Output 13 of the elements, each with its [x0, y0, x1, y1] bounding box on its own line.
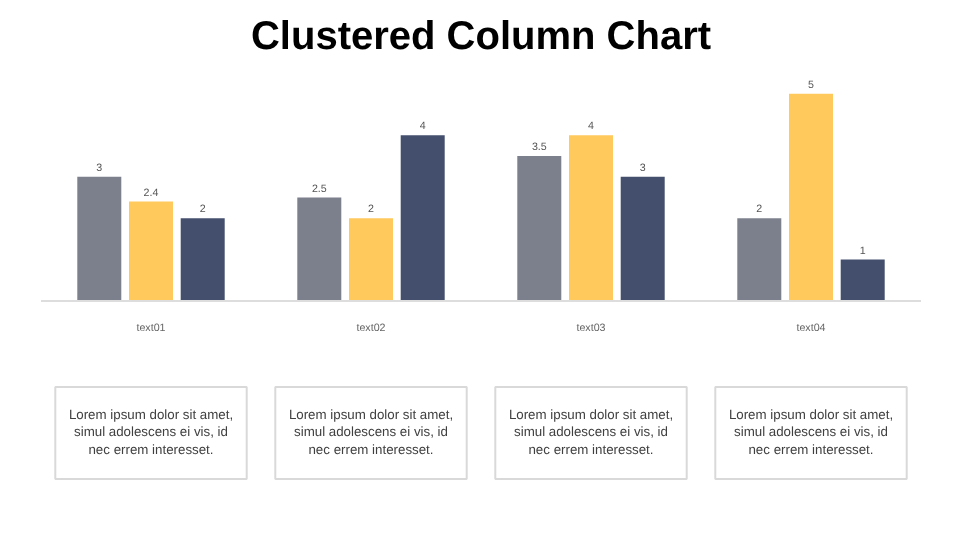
bar — [737, 218, 782, 301]
bar — [77, 176, 122, 301]
bar — [789, 93, 833, 301]
bar — [349, 218, 393, 301]
bar — [517, 156, 562, 301]
bar — [840, 259, 885, 301]
bar — [400, 135, 445, 301]
bar — [569, 135, 613, 301]
bar — [620, 176, 665, 301]
bar — [129, 201, 173, 301]
chart-title: Clustered Column Chart — [250, 15, 712, 59]
bar — [297, 197, 342, 301]
bar — [180, 218, 225, 301]
